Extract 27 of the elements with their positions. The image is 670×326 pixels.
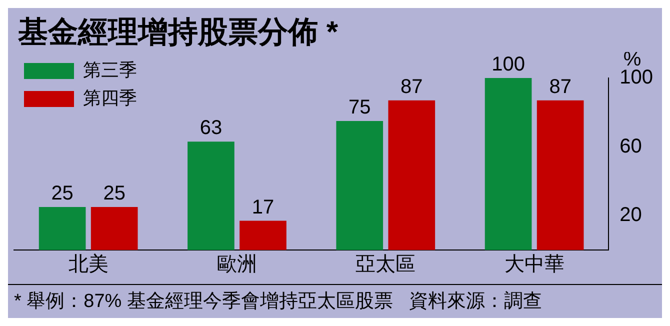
data-label: 100 [492,54,525,76]
data-label: 17 [252,196,274,218]
x-tick-label: 大中華 [504,254,564,276]
legend-label: 第三季 [83,60,137,80]
data-label: 63 [200,117,222,140]
legend-label: 第四季 [83,88,137,108]
data-label: 87 [549,76,572,98]
y-tick-label: 20 [620,204,642,226]
chart-title: 基金經理增持股票分佈 * [18,15,338,51]
data-label: 25 [103,182,126,205]
bar [240,220,286,250]
data-label: 25 [51,182,74,205]
data-label: 75 [348,96,371,119]
text: * 舉例：87% 基金經理今季會增持亞太區股票 [14,290,393,314]
y-tick-label: 60 [620,135,642,158]
bar [188,142,234,250]
x-tick-label: 北美 [68,252,108,276]
bar [90,207,138,250]
bar [536,100,584,250]
bar [38,207,86,250]
bar [336,121,384,250]
x-tick-label: 亞太區 [356,254,416,276]
data-label: 87 [400,76,423,98]
x-tick-label: 歐洲 [216,254,257,276]
bar [484,78,532,250]
bar [388,100,436,250]
source-note: 資料來源：調查 [408,290,542,314]
